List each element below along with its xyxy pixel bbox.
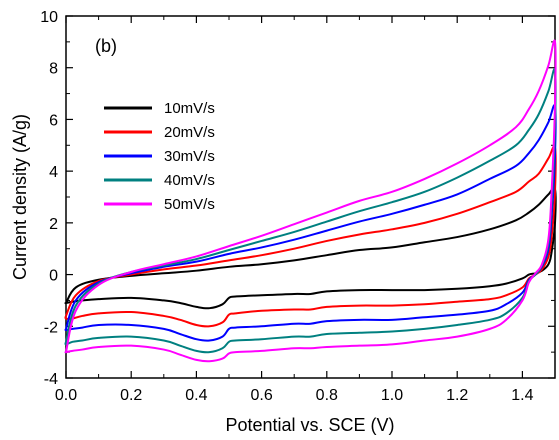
y-tick-label: 6 xyxy=(49,112,58,129)
series-line-50mv-s xyxy=(64,39,557,363)
x-tick-label: 0.2 xyxy=(120,387,142,404)
y-axis-label: Current density (A/g) xyxy=(10,114,30,280)
y-tick-label: -2 xyxy=(44,319,58,336)
legend-label: 50mV/s xyxy=(164,196,215,213)
x-tick-label: 0.8 xyxy=(316,387,338,404)
legend-label: 10mV/s xyxy=(164,100,215,117)
x-tick-label: 0.4 xyxy=(185,387,207,404)
y-axis: -4 -2 0 2 4 6 8 10 xyxy=(40,9,555,388)
x-tick-label: 1.2 xyxy=(446,387,468,404)
x-axis: 0.0 0.2 0.4 0.6 0.8 1.0 1.2 1.4 xyxy=(55,16,534,404)
legend-label: 20mV/s xyxy=(164,124,215,141)
legend-label: 40mV/s xyxy=(164,172,215,189)
x-axis-label: Potential vs. SCE (V) xyxy=(225,415,394,435)
y-tick-label: 4 xyxy=(49,164,58,181)
y-tick-label: -4 xyxy=(44,371,58,388)
panel-label: (b) xyxy=(95,36,117,56)
x-tick-label: 1.0 xyxy=(381,387,403,404)
series-line-30mv-s xyxy=(64,104,557,342)
series-layer xyxy=(64,39,557,363)
y-tick-label: 10 xyxy=(40,9,58,26)
x-tick-label: 1.4 xyxy=(511,387,533,404)
x-tick-label: 0.0 xyxy=(55,387,77,404)
y-tick-label: 2 xyxy=(49,216,58,233)
series-line-10mv-s xyxy=(64,186,557,310)
y-tick-label: 0 xyxy=(49,268,58,285)
y-tick-label: 8 xyxy=(49,61,58,78)
x-tick-label: 0.6 xyxy=(250,387,272,404)
legend-label: 30mV/s xyxy=(164,148,215,165)
series-line-20mv-s xyxy=(64,145,557,328)
legend: 10mV/s 20mV/s 30mV/s 40mV/s 50mV/s xyxy=(104,100,215,213)
